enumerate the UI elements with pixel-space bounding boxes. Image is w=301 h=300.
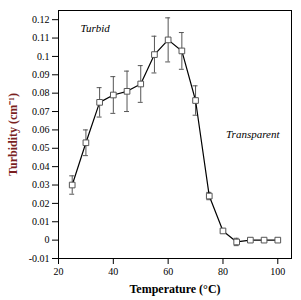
svg-text:Temperature (°C): Temperature (°C) [129,282,220,296]
svg-text:0.02: 0.02 [32,198,50,209]
svg-text:80: 80 [218,266,228,277]
svg-text:40: 40 [108,266,118,277]
svg-text:0.12: 0.12 [32,14,50,25]
svg-text:20: 20 [54,266,64,277]
svg-text:0.03: 0.03 [32,179,50,190]
svg-text:0.01: 0.01 [32,216,50,227]
svg-text:0.08: 0.08 [32,87,50,98]
svg-text:Transparent: Transparent [226,128,280,140]
svg-text:Turbidity (cm⁻¹): Turbidity (cm⁻¹) [6,93,20,176]
svg-text:100: 100 [270,266,285,277]
svg-text:0.1: 0.1 [37,51,50,62]
svg-text:0.09: 0.09 [32,69,50,80]
svg-text:0: 0 [45,234,50,245]
svg-text:0.11: 0.11 [32,32,49,43]
svg-text:0.07: 0.07 [32,106,50,117]
svg-text:Turbid: Turbid [81,22,111,34]
svg-text:-0.01: -0.01 [29,253,50,264]
svg-text:60: 60 [163,266,173,277]
svg-text:0.05: 0.05 [32,142,50,153]
svg-text:0.04: 0.04 [32,161,50,172]
svg-text:0.06: 0.06 [32,124,50,135]
